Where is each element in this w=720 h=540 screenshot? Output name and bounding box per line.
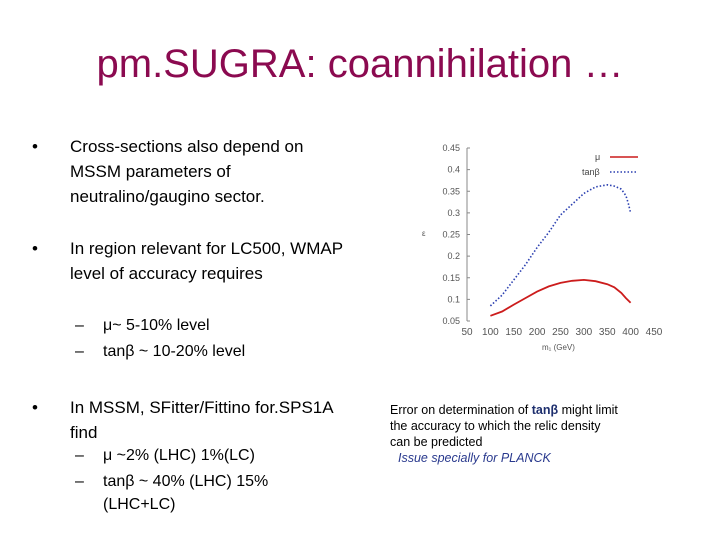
subbullet-tanb-2: – tanβ ~ 40% (LHC) 15%(LHC+LC) [75,470,335,518]
x-tick-label: 400 [622,327,639,338]
x-tick-label: 250 [552,327,569,338]
x-tick-label: 100 [482,327,499,338]
slide-title: pm.SUGRA: coannihilation … [96,42,624,86]
note-highlight: tanβ [531,403,559,417]
y-tick-label: 0.45 [442,143,460,153]
series-line-tanb [489,183,632,307]
bullet-2: • In region relevant for LC500, WMAP lev… [32,236,362,312]
y-tick-label: 0.15 [442,273,460,283]
y-tick-label: 0.1 [447,294,460,304]
bullet-1: • Cross-sections also depend on MSSM par… [32,134,362,210]
subbullet-text: μ ~2% (LHC) 1%(LC) [103,447,255,464]
x-tick-label: 50 [461,327,473,338]
legend-label-mu: μ [595,152,600,162]
subbullet-mu-2: – μ ~2% (LHC) 1%(LC) [75,444,335,468]
bullet-text: Cross-sections also depend on MSSM param… [70,137,304,206]
note-prefix: Error on determination of [390,403,532,417]
subbullet-text: tanβ ~ 10-20% level [103,343,246,360]
subbullet-tanb: – tanβ ~ 10-20% level [75,340,335,364]
legend: μ tanβ [582,152,638,177]
dash-mark: – [75,343,84,360]
bullet-mark: • [32,137,38,156]
dash-mark: – [75,317,84,334]
note-issue: Issue specially for PLANCK [398,451,551,465]
y-axis-label: ε [422,229,426,238]
x-tick-label: 150 [505,327,522,338]
subbullet-mu: – μ~ 5-10% level [75,314,335,338]
x-tick-label: 450 [646,327,663,338]
series-layer [489,183,632,317]
y-tick-label: 0.35 [442,186,460,196]
subbullet-text: μ~ 5-10% level [103,317,210,334]
y-tick-label: 0.3 [447,208,460,218]
bullet-mark: • [32,239,38,258]
x-tick-labels: 50 100 150 200 250 300 350 400 450 [461,327,662,338]
note-body: might limit the accuracy to which the re… [390,403,618,449]
y-tick-label: 0.2 [447,251,460,261]
x-axis-label: m₁ (GeV) [542,343,575,352]
dash-mark: – [75,447,84,464]
bullet-3: • In MSSM, SFitter/Fittino for.SPS1A fin… [32,395,362,447]
bullet-text: In region relevant for LC500, WMAP level… [70,239,343,283]
y-tick-label: 0.05 [442,316,460,326]
x-tick-label: 300 [576,327,593,338]
y-tick-label: 0.25 [442,230,460,240]
y-tick-labels: 0.05 0.1 0.15 0.2 0.25 0.3 0.35 0.4 0.45 [442,143,470,326]
y-tick-label: 0.4 [447,165,460,175]
coannihilation-chart: 0.05 0.1 0.15 0.2 0.25 0.3 0.35 0.4 0.45 50 100 15… [422,143,663,352]
series-line-mu [490,278,632,317]
bullet-text: In MSSM, SFitter/Fittino for.SPS1A find [70,398,333,442]
dash-mark: – [75,473,84,490]
error-note: Error on determination of tanβ might lim… [390,402,620,466]
legend-label-tanb: tanβ [582,167,600,177]
x-tick-label: 200 [529,327,546,338]
bullet-mark: • [32,398,38,417]
x-tick-label: 350 [599,327,616,338]
subbullet-text: tanβ ~ 40% (LHC) 15%(LHC+LC) [103,473,269,513]
